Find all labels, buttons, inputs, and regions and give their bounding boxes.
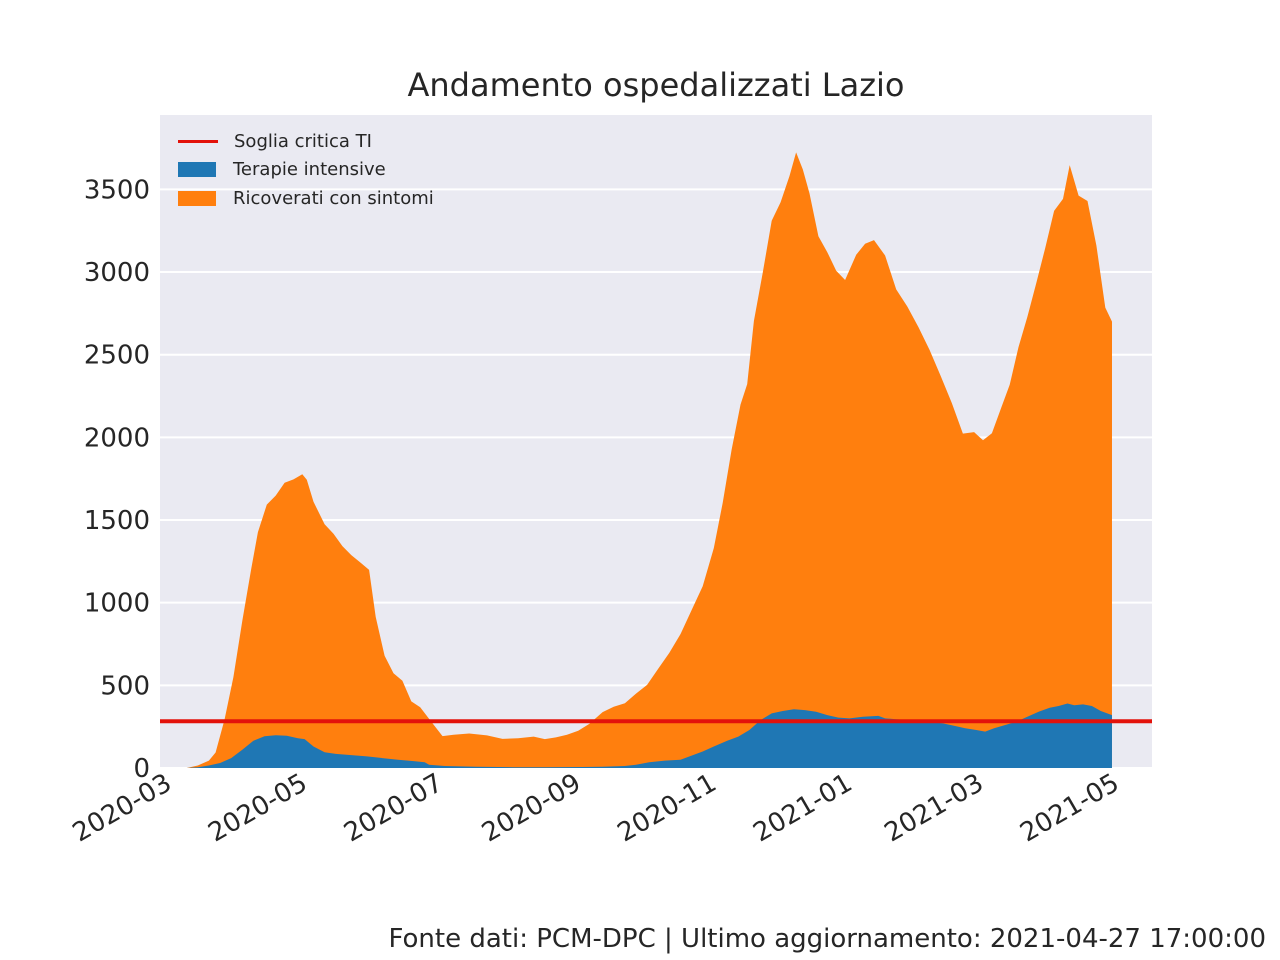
- legend-label-terapie: Terapie intensive: [233, 159, 386, 181]
- y-tick-label: 500: [100, 671, 150, 701]
- y-tick-label: 3500: [84, 175, 150, 205]
- legend-item-terapie: Terapie intensive: [170, 156, 434, 185]
- y-tick-label: 3000: [84, 258, 150, 288]
- x-tick-label: 2021-03: [880, 768, 989, 848]
- legend-swatch-ricoverati: [178, 190, 216, 206]
- y-tick-label: 0: [133, 754, 150, 784]
- x-tick-label: 2020-03: [68, 768, 177, 848]
- legend-label-threshold: Soglia critica TI: [234, 130, 372, 152]
- x-tick-label: 2021-05: [1015, 768, 1124, 848]
- x-tick-label: 2020-11: [613, 768, 722, 848]
- footer-source: Fonte dati: PCM-DPC | Ultimo aggiornamen…: [388, 924, 1267, 954]
- x-tick-label: 2020-09: [477, 768, 586, 848]
- legend: Soglia critica TI Terapie intensive Rico…: [170, 127, 434, 213]
- y-tick-labels: 0 500 1000 1500 2000 2500 3000 3500: [84, 175, 150, 784]
- x-tick-labels: 2020-03 2020-05 2020-07 2020-09 2020-11 2021-…: [68, 768, 1125, 848]
- legend-label-ricoverati: Ricoverati con sintomi: [233, 187, 434, 209]
- y-tick-label: 1500: [84, 506, 150, 536]
- x-tick-label: 2020-07: [339, 768, 448, 848]
- y-tick-label: 2500: [84, 341, 150, 371]
- area-ricoverati-con-sintomi: [186, 152, 1113, 768]
- chart-title: Andamento ospedalizzati Lazio: [407, 66, 905, 104]
- legend-swatch-terapie: [178, 162, 216, 178]
- y-tick-label: 1000: [84, 589, 150, 619]
- x-tick-label: 2020-05: [203, 768, 312, 848]
- legend-item-ricoverati: Ricoverati con sintomi: [170, 184, 434, 213]
- legend-item-threshold: Soglia critica TI: [170, 127, 434, 156]
- x-tick-label: 2021-01: [748, 768, 857, 848]
- legend-swatch-threshold: [178, 139, 218, 143]
- y-tick-label: 2000: [84, 423, 150, 453]
